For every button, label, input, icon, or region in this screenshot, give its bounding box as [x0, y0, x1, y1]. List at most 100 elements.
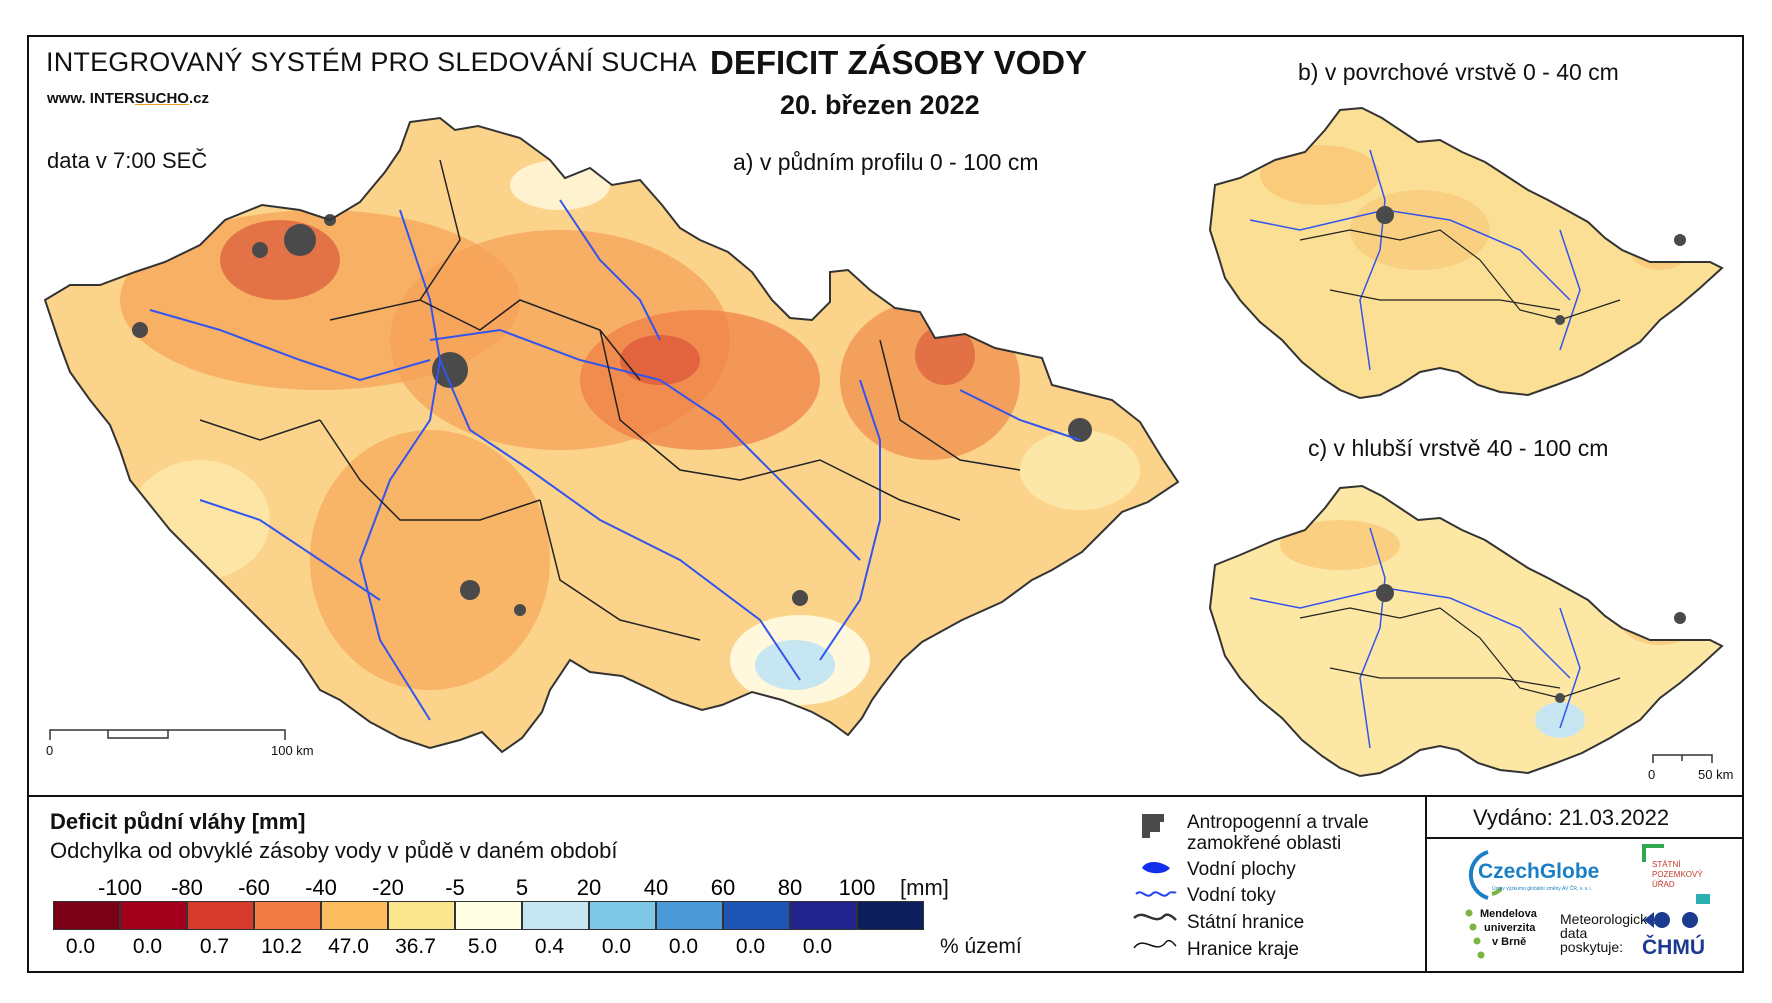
czechglobe-arc-icon: [1468, 850, 1502, 900]
legend-swatch: [656, 901, 723, 930]
state-border-icon: [1133, 913, 1177, 921]
map-a-label: a) v půdním profilu 0 - 100 cm: [733, 149, 1039, 175]
legend-percent: 0.7: [199, 935, 230, 958]
legend-threshold: 80: [777, 875, 803, 900]
water-stream-icon: [1135, 891, 1177, 897]
percent-unit: % území: [940, 935, 1022, 958]
mendel-dots-icon: [1465, 909, 1485, 959]
state-border-b: [1208, 106, 1724, 400]
legend-percent: 36.7: [395, 935, 436, 958]
key-region-border: Hranice kraje: [1187, 939, 1299, 960]
legend-swatch: [53, 901, 120, 930]
issued-date: Vydáno: 21.03.2022: [1473, 805, 1670, 830]
legend-threshold: -5: [445, 875, 465, 900]
website-suffix: .cz: [188, 90, 209, 107]
legend-threshold: -20: [372, 875, 404, 900]
scale-bar-small: [1652, 754, 1713, 763]
legend-swatch: [321, 901, 388, 930]
legend-threshold: 100: [838, 875, 876, 900]
meteo-line-3: poskytuje:: [1560, 939, 1624, 955]
urban-areas-c: [1376, 584, 1686, 703]
legend-swatch: [187, 901, 254, 930]
legend-percent: 0.0: [802, 935, 833, 958]
legend-divider-vertical: [1425, 797, 1427, 973]
legend-percent: 0.0: [601, 935, 632, 958]
website-sucha: SUCHO: [134, 90, 189, 107]
chmu-mark-icon: [1644, 912, 1698, 928]
legend-unit: [mm]: [900, 875, 949, 900]
legend-swatch: [388, 901, 455, 930]
legend-percent: 10.2: [261, 935, 302, 958]
legend-threshold: 5: [515, 875, 529, 900]
rivers-c: [1249, 527, 1581, 749]
website-link[interactable]: www. INTERSUCHO.cz: [47, 90, 209, 107]
legend-swatch: [120, 901, 187, 930]
mendel-line-2: univerzita: [1484, 922, 1536, 934]
spu-logo: STÁTNÍ POZEMKOVÝ ÚŘAD: [1640, 844, 1730, 904]
meteo-line-2: data: [1560, 925, 1588, 941]
legend-percent: 0.0: [65, 935, 96, 958]
mendel-logo: Mendelova univerzita v Brně: [1462, 908, 1552, 968]
state-border-c: [1208, 484, 1724, 778]
legend-divider: [27, 795, 1744, 797]
key-anthropogenic-2: zamokřené oblasti: [1187, 833, 1342, 854]
mendel-line-1: Mendelova: [1480, 908, 1537, 920]
scale-bar-main: [49, 729, 286, 740]
legend-threshold: 20: [576, 875, 602, 900]
legend-percent: 47.0: [328, 935, 369, 958]
key-anthropogenic: Antropogenní a trvale: [1187, 812, 1369, 833]
czechglobe-sub: Ústav výzkumu globální změny AV ČR, v. v…: [1492, 886, 1593, 892]
anthropogenic-icon: [1142, 814, 1164, 838]
legend-threshold: 60: [710, 875, 736, 900]
map-c-label: c) v hlubší vrstvě 40 - 100 cm: [1308, 435, 1609, 461]
chmu-logo: ČHMÚ: [1640, 908, 1720, 968]
legend-swatch: [254, 901, 321, 930]
legend-swatch: [790, 901, 857, 930]
map-date: 20. březen 2022: [780, 90, 980, 120]
meteo-line-1: Meteorologická: [1560, 911, 1655, 927]
legend-percent: 0.0: [668, 935, 699, 958]
urban-areas-b: [1376, 206, 1686, 325]
legend-threshold: -100: [97, 875, 143, 900]
data-time: data v 7:00 SEČ: [47, 148, 208, 173]
spu-line-3: ÚŘAD: [1652, 880, 1675, 889]
scale-main-max: 100 km: [271, 743, 314, 758]
spu-mark-icon: [1642, 844, 1710, 904]
legend-threshold: -80: [171, 875, 203, 900]
main-title: DEFICIT ZÁSOBY VODY: [710, 44, 1088, 81]
legend-swatch: [857, 901, 924, 930]
spu-line-1: STÁTNÍ: [1652, 860, 1681, 869]
key-water-streams: Vodní toky: [1187, 885, 1276, 906]
key-symbols: [1133, 814, 1177, 949]
rivers-a: [149, 199, 1081, 721]
website-prefix: www. INTER: [47, 90, 135, 107]
legend-swatch: [522, 901, 589, 930]
czechglobe-name: CzechGlobe: [1478, 860, 1600, 883]
mendel-line-3: v Brně: [1492, 936, 1527, 948]
scale-small-max: 50 km: [1698, 767, 1734, 782]
spu-line-2: POZEMKOVÝ: [1652, 870, 1703, 879]
legend-subtitle: Odchylka od obvyklé zásoby vody v půdě v…: [50, 838, 618, 863]
legend-swatch: [589, 901, 656, 930]
region-borders-a: [199, 159, 1021, 641]
legend-threshold: -40: [305, 875, 337, 900]
czechglobe-logo: CzechGlobe Ústav výzkumu globální změny …: [1462, 848, 1622, 902]
chmu-name: ČHMÚ: [1642, 936, 1705, 959]
region-borders-b: [1299, 229, 1621, 321]
legend-threshold: 40: [643, 875, 669, 900]
map-b-label: b) v povrchové vrstvě 0 - 40 cm: [1298, 59, 1619, 85]
rivers-b: [1249, 149, 1581, 371]
region-border-icon: [1133, 939, 1177, 949]
scale-small-zero: 0: [1648, 767, 1656, 782]
key-state-border: Státní hranice: [1187, 912, 1305, 933]
legend-swatch: [455, 901, 522, 930]
water-body-icon: [1142, 862, 1170, 874]
key-water-bodies: Vodní plochy: [1187, 859, 1296, 880]
issued-divider: [1427, 837, 1744, 839]
legend-swatch: [723, 901, 790, 930]
system-title: INTEGROVANÝ SYSTÉM PRO SLEDOVÁNÍ SUCHA: [46, 47, 697, 77]
legend-percent: 0.4: [534, 935, 565, 958]
legend-title: Deficit půdní vláhy [mm]: [50, 809, 306, 834]
legend-threshold: -60: [238, 875, 270, 900]
